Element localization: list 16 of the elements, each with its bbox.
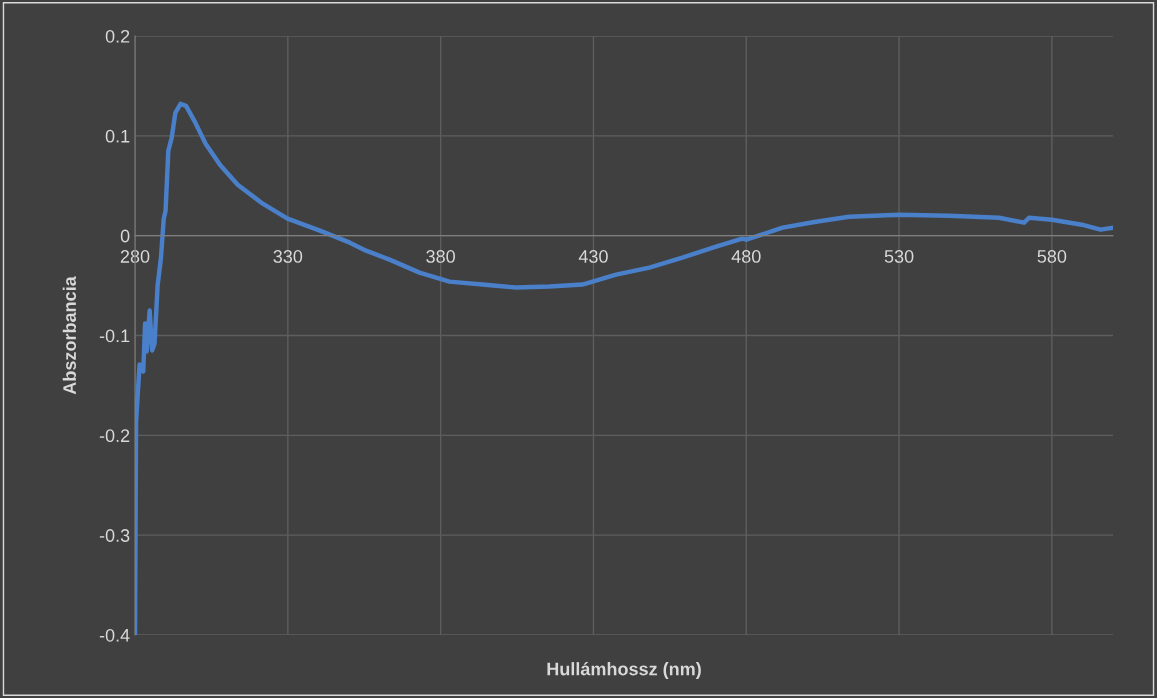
x-tick-label: 280 bbox=[120, 250, 150, 263]
y-tick-label: -0.3 bbox=[99, 529, 130, 542]
x-tick-label: 580 bbox=[1037, 250, 1067, 263]
x-axis-title: Hullámhossz (nm) bbox=[547, 661, 701, 679]
x-tick-label: 480 bbox=[731, 250, 761, 263]
x-tick-label: 380 bbox=[426, 250, 455, 263]
y-tick-label: -0.1 bbox=[99, 329, 130, 343]
y-tick-label: 0.1 bbox=[105, 129, 130, 143]
y-tick-label: 0 bbox=[120, 229, 130, 243]
x-tick-label: 330 bbox=[273, 250, 303, 263]
y-tick-label: -0.2 bbox=[99, 429, 130, 443]
x-tick-label: 530 bbox=[884, 250, 914, 263]
y-tick-label: -0.4 bbox=[99, 628, 130, 642]
x-tick-label: 430 bbox=[578, 250, 608, 263]
y-tick-label: 0.2 bbox=[105, 29, 130, 43]
y-axis-title: Abszorbancia bbox=[62, 276, 77, 395]
